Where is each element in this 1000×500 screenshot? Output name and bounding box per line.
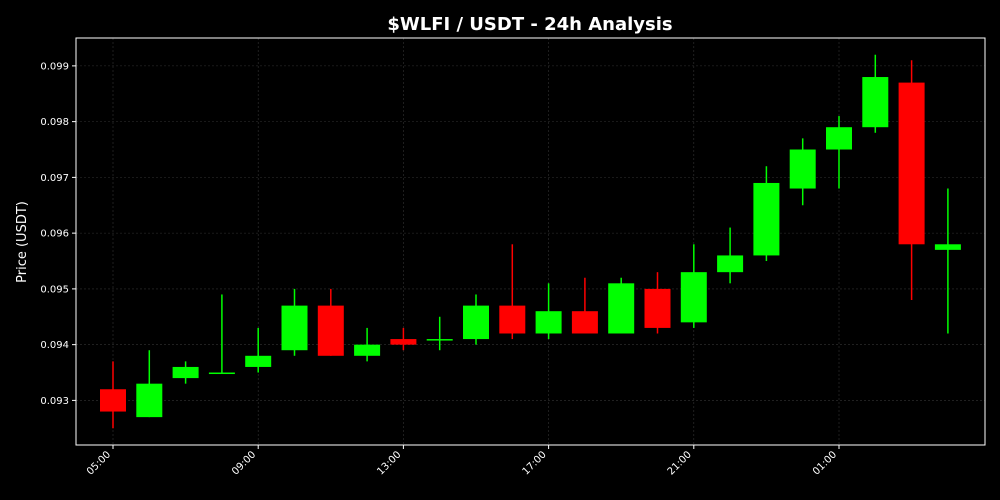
y-tick-label: 0.096 [40, 229, 69, 240]
y-tick-label: 0.097 [40, 173, 69, 184]
candle-body [680, 272, 707, 323]
candle-body [608, 283, 635, 334]
y-tick-label: 0.099 [40, 61, 69, 72]
chart-title: $WLFI / USDT - 24h Analysis [387, 14, 672, 35]
candle-body [354, 344, 381, 356]
candle-body [499, 305, 526, 334]
candle-body [317, 305, 344, 356]
candle-body [463, 305, 489, 340]
plot-frame [75, 37, 986, 446]
candle-body [862, 77, 889, 128]
candles [100, 54, 961, 429]
candle-body [208, 372, 235, 375]
y-tick-label: 0.098 [40, 117, 69, 128]
y-axis-label: Price (USDT) [15, 201, 30, 283]
candle-body [172, 366, 199, 379]
candle-body [717, 255, 744, 273]
candle-body [136, 383, 163, 418]
candle-body [789, 149, 816, 189]
candle-body [100, 389, 126, 412]
candle-body [934, 244, 961, 250]
candle-body [281, 305, 308, 351]
y-tick-label: 0.095 [40, 284, 69, 295]
candle-body [898, 82, 925, 245]
candle-body [571, 311, 598, 334]
candle-body [390, 339, 417, 345]
candle-body [826, 127, 852, 150]
grid-lines [76, 38, 985, 445]
y-tick-label: 0.093 [40, 396, 69, 407]
candle-body [644, 288, 671, 328]
candle-body [426, 339, 453, 341]
candle-body [245, 355, 272, 367]
y-tick-label: 0.094 [40, 340, 69, 351]
candle-body [753, 182, 780, 256]
candle-body [535, 311, 562, 334]
